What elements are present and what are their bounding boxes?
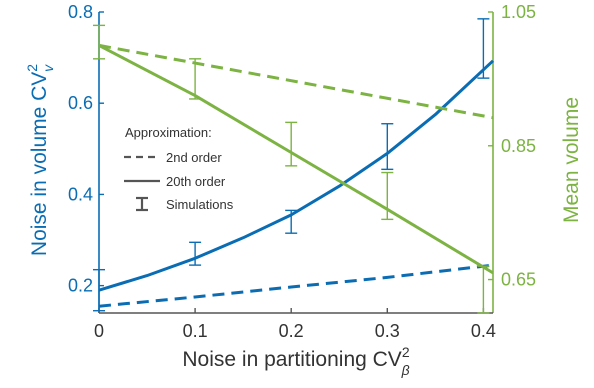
x-tick-label: 0 [94,321,104,341]
error-bar-green [381,171,394,221]
error-bar-green [189,58,202,100]
error-bar-blue [381,123,394,171]
series-line-green-dashed [98,43,494,120]
error-bar-blue [285,209,298,234]
x-tick-label: 0.1 [183,321,208,341]
error-bar-green [285,121,298,167]
legend-errorbar-swatch [136,196,148,212]
error-bar-blue [477,18,490,79]
error-bar-green [477,265,490,314]
left-y-tick-label: 0.2 [68,276,93,296]
axes-group: 0 0.1 0.2 0.3 0.4 0.2 0.4 0.6 0.8 0.65 0.85 1.05 [68,2,536,341]
x-axis-label-sub: β [401,362,410,378]
left-y-tick-label: 0.4 [68,184,93,204]
legend-entry-label: 20th order [166,174,226,189]
series-group [98,43,495,308]
x-tick-label: 0.3 [375,321,400,341]
right-y-tick-label: 0.65 [501,270,536,290]
x-axis-label-sup: 2 [402,344,410,360]
errorbars-group [93,18,490,314]
left-y-tick-label: 0.8 [68,2,93,22]
right-y-tick-label: 1.05 [501,2,536,22]
x-tick-label: 0.2 [279,321,304,341]
legend-group: Approximation: 2nd order 20th order Simulat… [124,125,234,212]
error-bar-green [93,24,105,60]
legend-entry-label: 2nd order [166,150,222,165]
series-line-blue-solid [98,59,495,292]
left-y-axis-label-sub: v [40,64,56,72]
legend-title: Approximation: [125,125,212,140]
left-y-axis-label: Noise in volume CV2v [24,64,56,256]
error-bar-blue [93,268,105,312]
error-bar-blue [189,241,202,266]
left-y-axis-label-main: Noise in volume CV [28,72,51,256]
series-line-blue-dashed [98,263,494,308]
x-axis-label-main: Noise in partitioning CV [182,348,401,371]
left-y-axis-label-sup: 2 [24,64,40,72]
x-tick-label: 0.4 [471,321,496,341]
series-line-green-solid [98,44,494,275]
right-y-tick-label: 0.85 [501,136,536,156]
right-y-axis-label: Mean volume [560,97,583,223]
legend-entry-label: Simulations [166,197,234,212]
x-axis-label: Noise in partitioning CV2 β [182,344,409,378]
left-y-tick-label: 0.6 [68,93,93,113]
